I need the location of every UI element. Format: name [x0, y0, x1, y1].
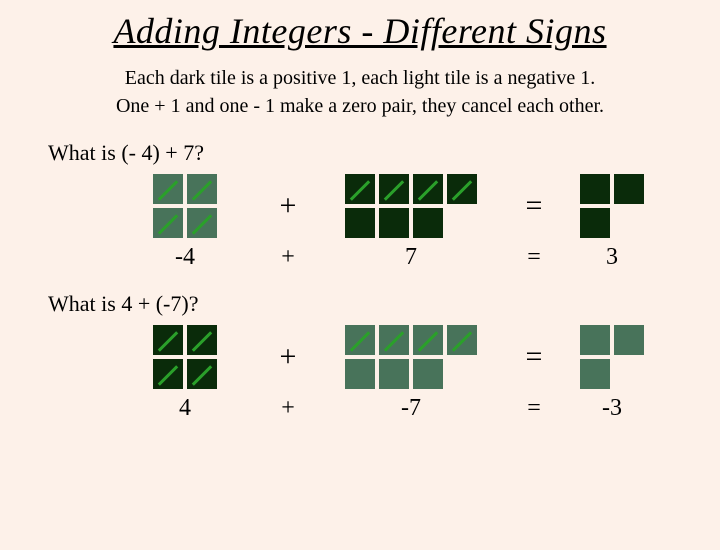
problem-question: What is 4 + (-7)? — [48, 291, 720, 317]
equals-sign: = — [516, 395, 552, 422]
subtitle: Each dark tile is a positive 1, each lig… — [0, 64, 720, 120]
tile-row: += — [100, 174, 720, 238]
positive-tile — [345, 208, 375, 238]
equation-row: 4+-7=-3 — [100, 395, 720, 422]
page-title: Adding Integers - Different Signs — [0, 10, 720, 52]
tile-grid — [580, 325, 644, 389]
positive-tile — [447, 174, 477, 204]
negative-tile — [580, 325, 610, 355]
negative-tile — [580, 359, 610, 389]
positive-tile — [580, 174, 610, 204]
positive-tile — [153, 359, 183, 389]
plus-sign: + — [270, 244, 306, 271]
tile-grid — [580, 174, 644, 238]
negative-tile — [379, 359, 409, 389]
positive-tile — [614, 174, 644, 204]
tile-grid — [345, 325, 477, 389]
plus-sign: + — [270, 189, 306, 223]
positive-tile — [187, 325, 217, 355]
positive-tile — [345, 174, 375, 204]
tile-row: += — [100, 325, 720, 389]
equals-sign: = — [516, 340, 552, 374]
negative-tile — [153, 208, 183, 238]
equation-row: -4+7=3 — [100, 244, 720, 271]
subtitle-line-1: Each dark tile is a positive 1, each lig… — [125, 67, 595, 89]
positive-tile — [153, 325, 183, 355]
tile-grid — [153, 325, 217, 389]
negative-tile — [413, 325, 443, 355]
negative-tile — [345, 325, 375, 355]
tile-grid — [153, 174, 217, 238]
plus-sign: + — [270, 395, 306, 422]
positive-tile — [379, 208, 409, 238]
tile-grid — [345, 174, 477, 238]
result-value: -3 — [552, 395, 672, 422]
problem-question: What is (- 4) + 7? — [48, 140, 720, 166]
negative-tile — [379, 325, 409, 355]
equals-sign: = — [516, 244, 552, 271]
positive-tile — [413, 208, 443, 238]
negative-tile — [345, 359, 375, 389]
mid-value: 7 — [306, 244, 516, 271]
result-value: 3 — [552, 244, 672, 271]
left-value: -4 — [100, 244, 270, 271]
positive-tile — [413, 174, 443, 204]
positive-tile — [580, 208, 610, 238]
negative-tile — [187, 174, 217, 204]
negative-tile — [187, 208, 217, 238]
subtitle-line-2: One + 1 and one - 1 make a zero pair, th… — [116, 95, 604, 117]
negative-tile — [153, 174, 183, 204]
mid-value: -7 — [306, 395, 516, 422]
positive-tile — [379, 174, 409, 204]
negative-tile — [413, 359, 443, 389]
equals-sign: = — [516, 189, 552, 223]
positive-tile — [187, 359, 217, 389]
plus-sign: + — [270, 340, 306, 374]
negative-tile — [447, 325, 477, 355]
negative-tile — [614, 325, 644, 355]
left-value: 4 — [100, 395, 270, 422]
